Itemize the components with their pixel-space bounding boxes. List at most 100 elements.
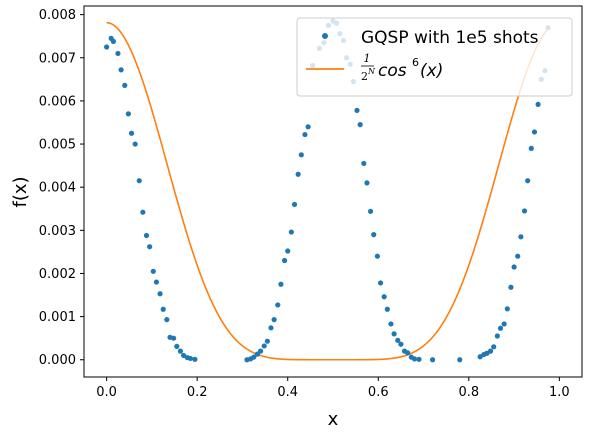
x-tick-label: 0.4 [277, 385, 298, 400]
legend-marker-scatter [322, 33, 328, 39]
scatter-point [364, 180, 370, 186]
legend: GQSP with 1e5 shots 1 2 N cos 6 (x) [296, 17, 573, 97]
scatter-point [416, 356, 422, 362]
x-tick-label: 0.0 [96, 385, 117, 400]
x-axis-ticks: 0.0 0.2 0.4 0.6 0.8 1.0 [96, 377, 570, 400]
y-tick-label: 0.003 [39, 224, 76, 239]
legend-frac-den-base: 2 [361, 70, 368, 83]
scatter-point [367, 208, 374, 214]
scatter-point [122, 82, 128, 88]
scatter-point [132, 141, 138, 147]
legend-frac-den-exp: N [367, 67, 376, 76]
scatter-point [457, 357, 463, 363]
scatter-point [281, 257, 288, 264]
scatter-point [291, 201, 298, 208]
scatter-point [136, 178, 142, 184]
x-tick-label: 0.6 [368, 385, 389, 400]
scatter-point [278, 281, 284, 287]
scatter-point [515, 253, 521, 259]
legend-label-line: 1 2 N cos 6 (x) [361, 52, 443, 83]
legend-func: cos [378, 61, 407, 81]
scatter-point [295, 171, 301, 177]
scatter-point [147, 244, 153, 250]
scatter-point [521, 208, 528, 214]
x-tick-label: 1.0 [549, 385, 570, 400]
scatter-point [104, 44, 110, 50]
scatter-point [261, 343, 267, 349]
legend-arg: (x) [420, 61, 443, 81]
scatter-point [497, 325, 504, 331]
scatter-point [251, 354, 257, 360]
scatter-point [398, 341, 404, 347]
scatter-point [177, 348, 184, 354]
scatter-point [511, 264, 517, 270]
scatter-point [528, 145, 534, 151]
scatter-point [192, 356, 198, 362]
scatter-point [305, 124, 311, 130]
scatter-point [302, 131, 308, 138]
y-tick-label: 0.007 [39, 51, 76, 66]
scatter-point [531, 129, 538, 135]
x-axis-label: x [328, 409, 339, 430]
scatter-point [268, 325, 274, 331]
scatter-point [354, 107, 360, 113]
scatter-point [157, 291, 163, 297]
scatter-point [487, 348, 494, 354]
scatter-point [164, 317, 170, 323]
y-tick-label: 0.005 [39, 138, 76, 153]
scatter-point [430, 357, 436, 363]
y-tick-label: 0.002 [39, 267, 76, 282]
scatter-point [174, 343, 180, 349]
scatter-point [140, 209, 146, 215]
scatter-point [491, 344, 497, 350]
scatter-point [381, 294, 387, 300]
scatter-point [143, 232, 150, 239]
scatter-point [395, 337, 401, 343]
scatter-point [384, 306, 390, 312]
scatter-point [361, 160, 367, 167]
scatter-point [264, 338, 270, 344]
legend-power: 6 [412, 56, 419, 69]
y-tick-label: 0.006 [39, 94, 76, 109]
scatter-point [377, 280, 384, 286]
scatter-point [411, 356, 418, 362]
scatter-point [110, 38, 117, 44]
y-axis-ticks: 0.000 0.001 0.002 0.003 0.004 0.005 0.006 0.007… [39, 8, 84, 368]
scatter-point [125, 111, 131, 117]
y-tick-label: 0.008 [39, 8, 76, 23]
legend-box [296, 17, 573, 97]
scatter-point [160, 306, 166, 312]
x-tick-label: 0.2 [187, 385, 208, 400]
scatter-point [257, 348, 264, 354]
scatter-point [150, 268, 156, 274]
series-line-cos6 [106, 21, 549, 361]
scatter-point [535, 101, 541, 107]
scatter-point [271, 317, 277, 323]
scatter-point [357, 122, 363, 128]
scatter-point [525, 178, 531, 184]
scatter-point [374, 253, 380, 259]
scatter-point [275, 302, 281, 308]
legend-label-scatter: GQSP with 1e5 shots [361, 28, 539, 48]
scatter-point [504, 306, 510, 312]
x-tick-label: 0.8 [458, 385, 479, 400]
scatter-point [285, 248, 291, 254]
scatter-point [187, 355, 193, 362]
scatter-point [153, 279, 160, 285]
scatter-point [494, 333, 500, 339]
scatter-point [298, 152, 304, 158]
scatter-point [128, 130, 135, 136]
scatter-point [371, 232, 377, 238]
series-line-layer [106, 21, 549, 361]
scatter-point [288, 229, 294, 235]
y-tick-label: 0.001 [39, 310, 76, 325]
scatter-point [391, 331, 397, 337]
scatter-point [118, 67, 124, 73]
scatter-point [508, 284, 514, 290]
plot-frame [83, 5, 583, 378]
scatter-point [115, 50, 121, 57]
legend-frac-numerator: 1 [364, 52, 371, 65]
scatter-point [518, 234, 524, 240]
y-axis-label: f(x) [10, 176, 31, 207]
